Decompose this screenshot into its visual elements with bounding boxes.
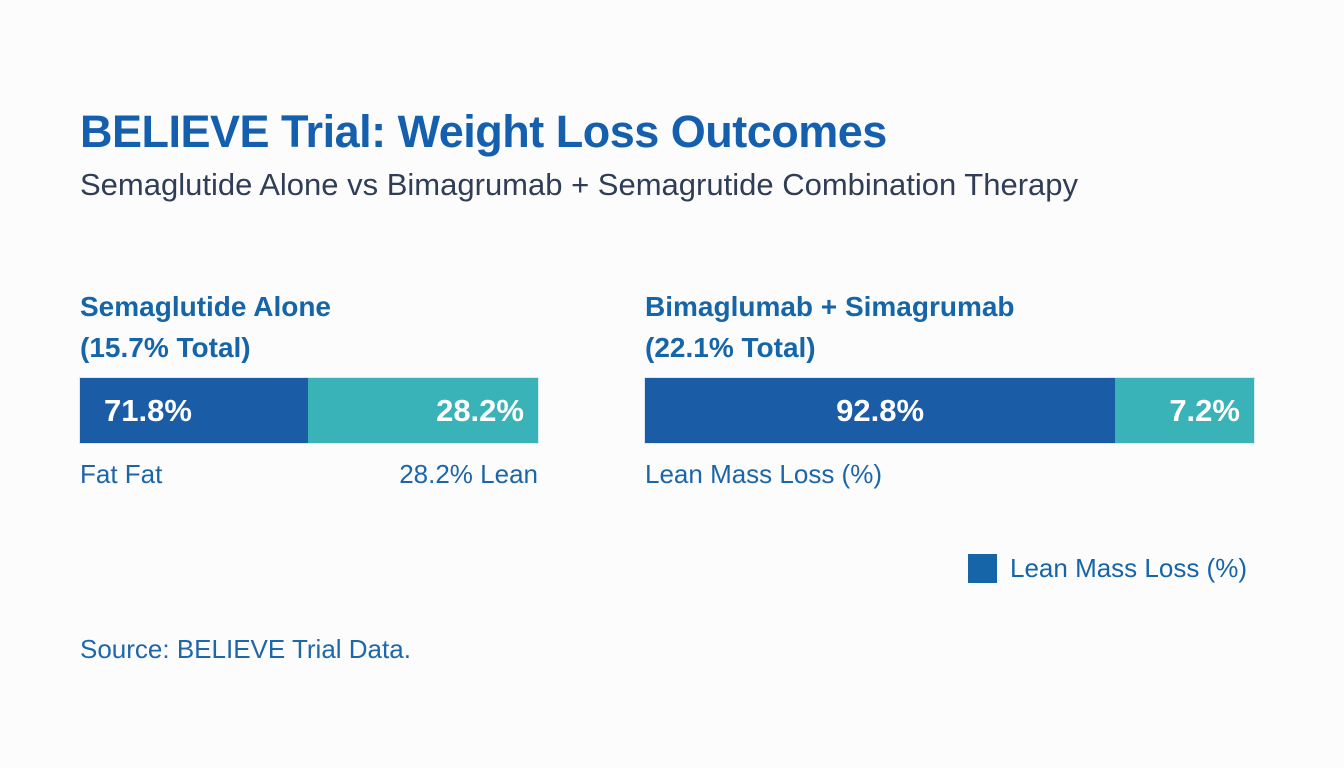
axis-label-left: Lean Mass Loss (%)	[645, 459, 882, 489]
segment-value-label: 92.8%	[836, 392, 925, 428]
bar-axis-labels: Lean Mass Loss (%)	[645, 459, 1254, 490]
group-semaglutide-alone: Semaglutide Alone (15.7% Total) 71.8% 28…	[80, 286, 538, 490]
legend-label: Lean Mass Loss (%)	[1010, 552, 1247, 583]
group-total: (22.1% Total)	[645, 332, 816, 363]
legend-swatch-icon	[968, 553, 997, 583]
page-subtitle: Semaglutide Alone vs Bimagrumab + Semagr…	[80, 167, 1079, 202]
bar-segment-lean: 7.2%	[1115, 378, 1254, 443]
segment-value-label: 7.2%	[1169, 392, 1240, 428]
group-heading: Bimaglumab + Simagrumab (22.1% Total)	[645, 286, 1254, 368]
group-bimaglumab-combination: Bimaglumab + Simagrumab (22.1% Total) 92…	[645, 286, 1254, 490]
segment-value-label: 28.2%	[436, 392, 524, 428]
group-total: (15.7% Total)	[80, 332, 251, 363]
source-note: Source: BELIEVE Trial Data.	[80, 634, 411, 664]
segment-value-label: 71.8%	[104, 392, 192, 428]
axis-label-right: 28.2% Lean	[399, 459, 538, 489]
bar-axis-labels: Fat Fat 28.2% Lean	[80, 459, 538, 490]
group-name: Semaglutide Alone	[80, 291, 332, 322]
group-name: Bimaglumab + Simagrumab	[645, 291, 1015, 322]
axis-label-left: Fat Fat	[80, 459, 163, 489]
bar-segment-fat: 92.8%	[645, 378, 1116, 443]
page-title: BELIEVE Trial: Weight Loss Outcomes	[80, 106, 887, 157]
stacked-bar-semaglutide: 71.8% 28.2%	[80, 378, 538, 443]
group-heading: Semaglutide Alone (15.7% Total)	[80, 286, 538, 368]
legend: Lean Mass Loss (%)	[968, 553, 1247, 583]
bar-segment-lean: 28.2%	[308, 378, 538, 443]
stacked-bar-combination: 92.8% 7.2%	[645, 378, 1254, 443]
bar-segment-fat: 71.8%	[80, 378, 309, 443]
